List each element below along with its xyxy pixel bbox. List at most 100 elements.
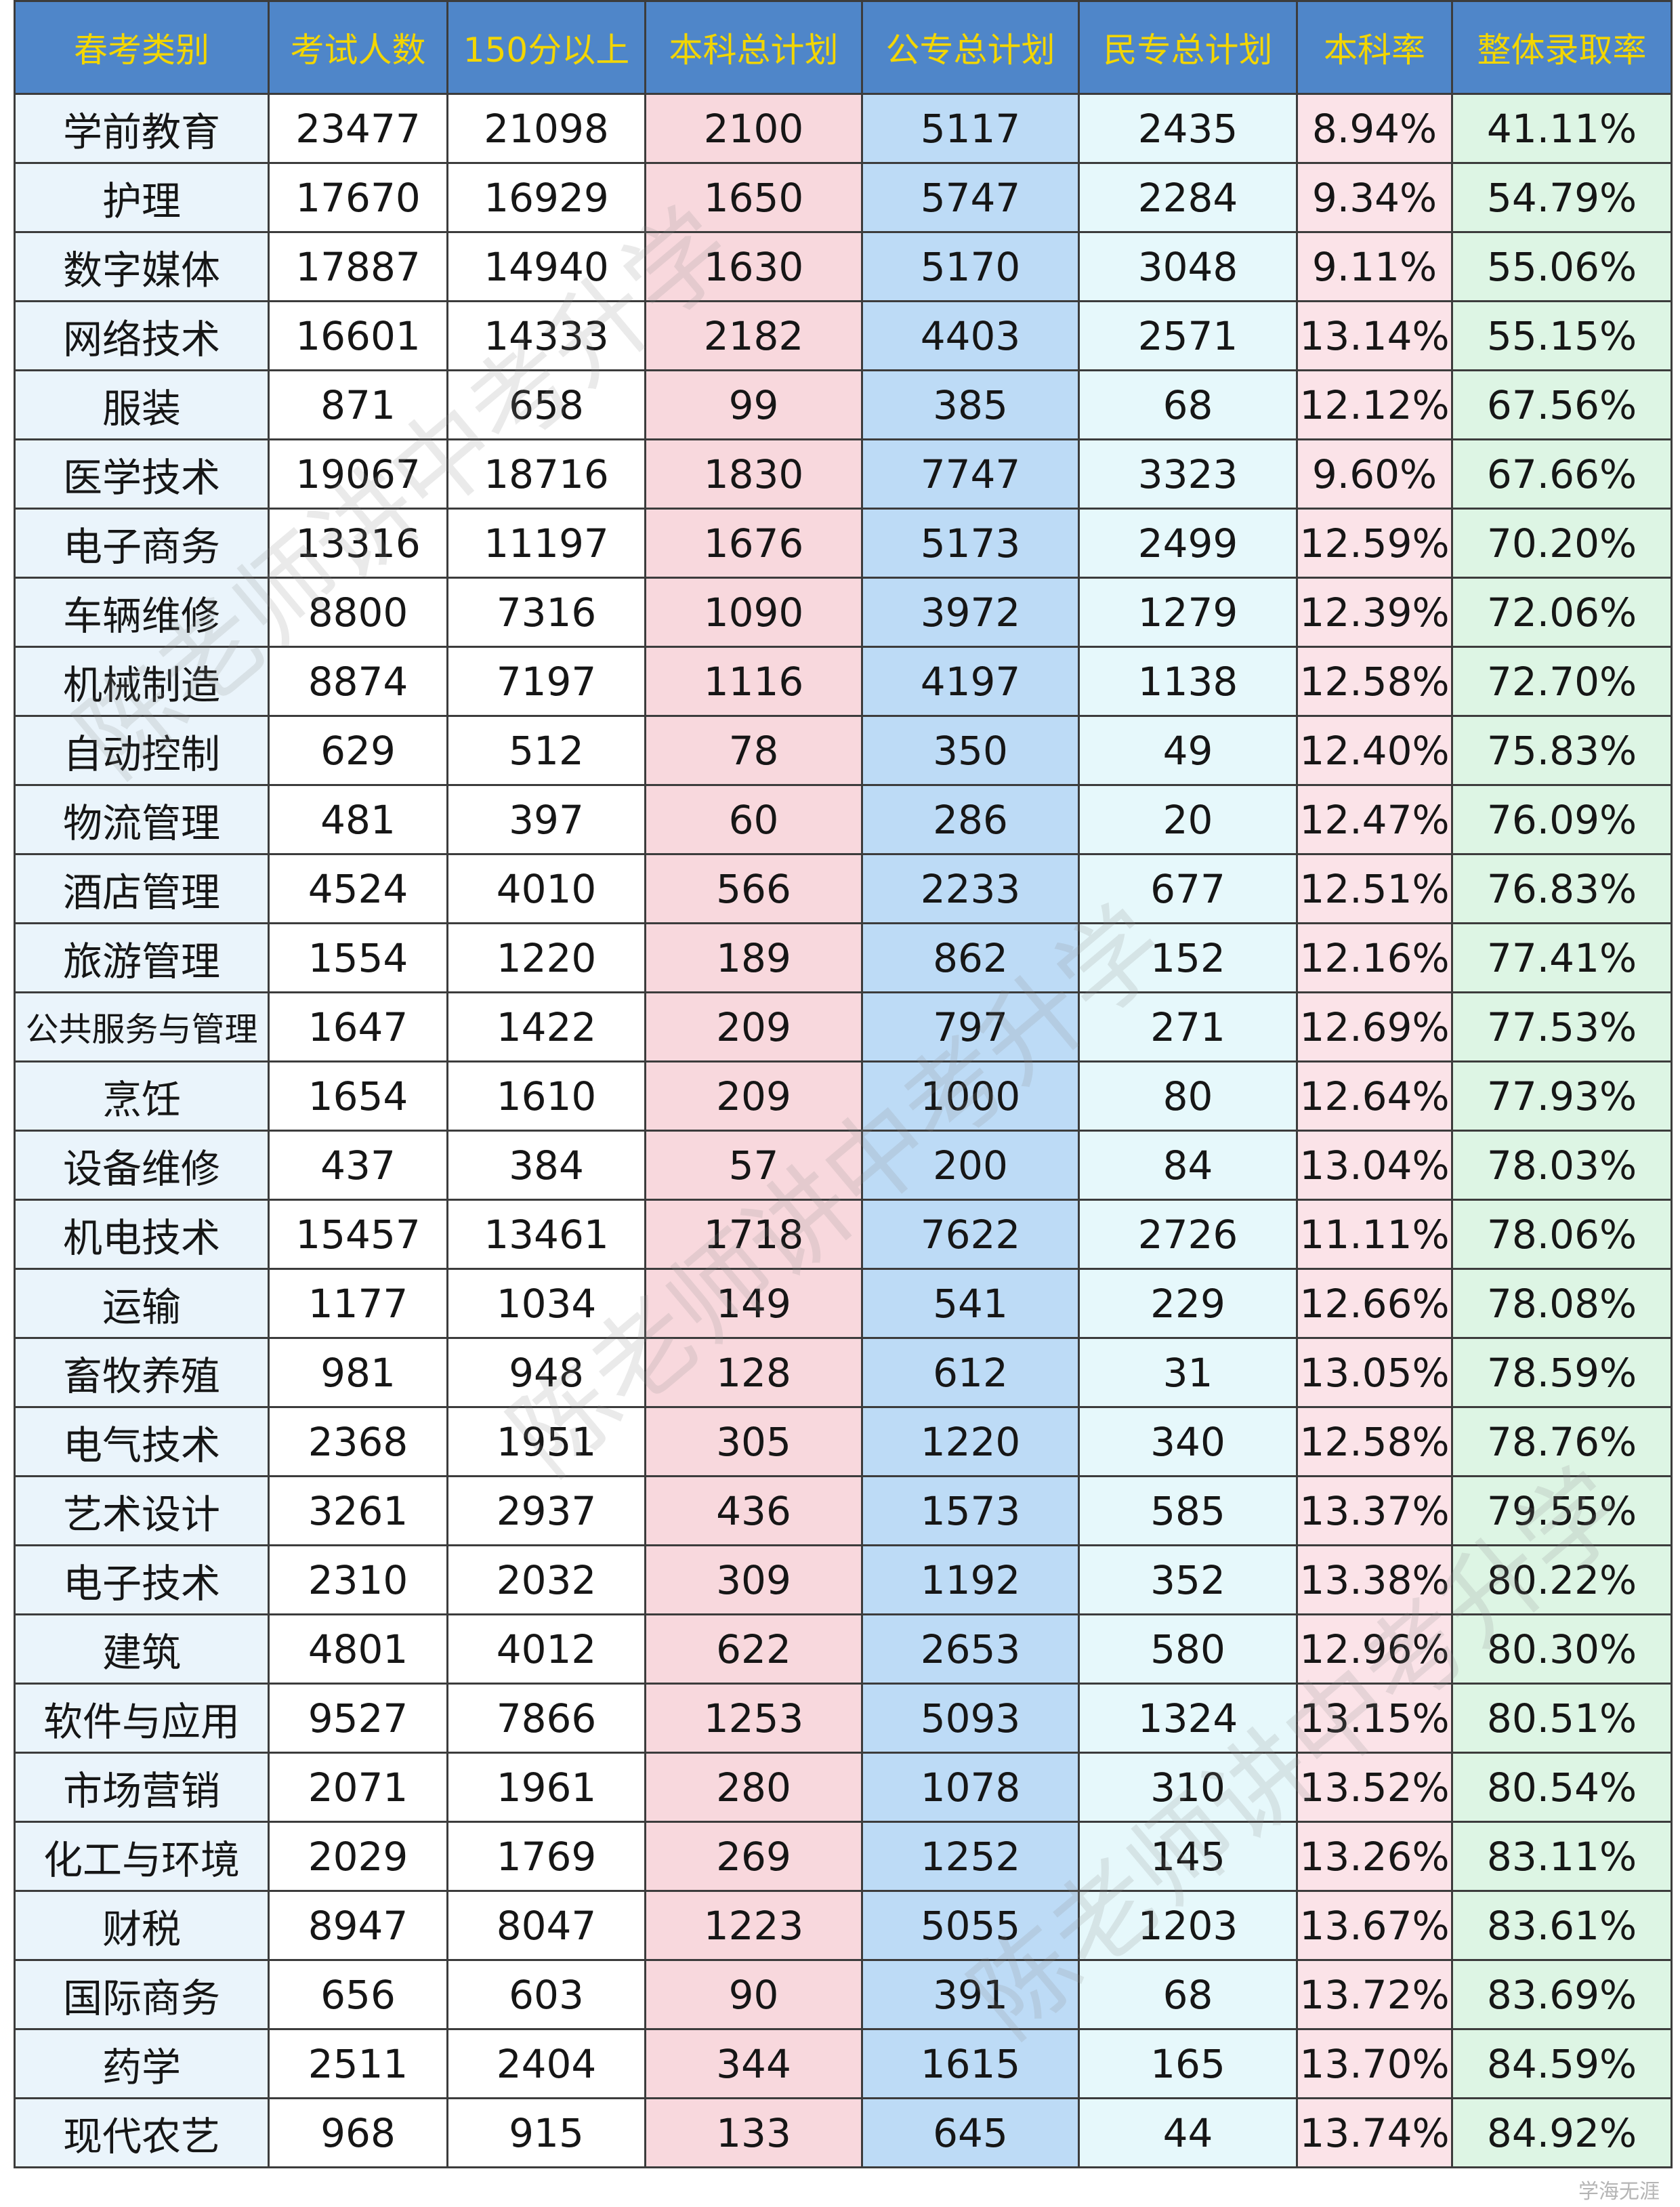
cell-private-college-plan: 20 [1078, 784, 1298, 855]
cell-undergrad-rate: 13.74% [1296, 2097, 1453, 2168]
cell-over-150: 21098 [446, 93, 646, 164]
cell-category: 建筑 [14, 1613, 270, 1685]
cell-undergrad-plan: 305 [644, 1406, 863, 1477]
cell-undergrad-rate: 8.94% [1296, 93, 1453, 164]
cell-private-college-plan: 2284 [1078, 162, 1298, 233]
cell-exam-count: 656 [268, 1959, 448, 2030]
cell-overall-rate: 72.06% [1451, 577, 1673, 648]
cell-overall-rate: 78.76% [1451, 1406, 1673, 1477]
cell-category: 市场营销 [14, 1752, 270, 1823]
cell-private-college-plan: 677 [1078, 853, 1298, 924]
cell-private-college-plan: 2499 [1078, 508, 1298, 579]
cell-private-college-plan: 1324 [1078, 1683, 1298, 1754]
cell-overall-rate: 41.11% [1451, 93, 1673, 164]
header-category: 春考类别 [14, 0, 270, 95]
cell-undergrad-plan: 1223 [644, 1890, 863, 1961]
cell-exam-count: 16601 [268, 300, 448, 371]
admission-table-sheet: 春考类别 考试人数 150分以上 本科总计划 公专总计划 民专总计划 本科率 整… [14, 0, 1673, 2168]
cell-undergrad-plan: 209 [644, 991, 863, 1063]
cell-overall-rate: 84.59% [1451, 2028, 1673, 2099]
cell-overall-rate: 77.93% [1451, 1060, 1673, 1132]
cell-category: 旅游管理 [14, 922, 270, 993]
cell-over-150: 1769 [446, 1821, 646, 1892]
cell-category: 车辆维修 [14, 577, 270, 648]
cell-exam-count: 1647 [268, 991, 448, 1063]
cell-private-college-plan: 310 [1078, 1752, 1298, 1823]
cell-over-150: 1961 [446, 1752, 646, 1823]
cell-public-college-plan: 1615 [861, 2028, 1080, 2099]
cell-exam-count: 2368 [268, 1406, 448, 1477]
cell-undergrad-plan: 99 [644, 369, 863, 440]
cell-undergrad-plan: 60 [644, 784, 863, 855]
table-row: 软件与应用 9527 7866 1253 5093 1324 13.15% 80.51% [14, 1683, 1673, 1754]
cell-over-150: 2404 [446, 2028, 646, 2099]
cell-over-150: 14940 [446, 231, 646, 302]
cell-exam-count: 3261 [268, 1475, 448, 1546]
cell-private-college-plan: 2726 [1078, 1199, 1298, 1270]
cell-private-college-plan: 84 [1078, 1130, 1298, 1201]
cell-category: 电气技术 [14, 1406, 270, 1477]
cell-exam-count: 481 [268, 784, 448, 855]
cell-undergrad-plan: 2100 [644, 93, 863, 164]
cell-exam-count: 19067 [268, 438, 448, 510]
cell-undergrad-rate: 13.15% [1296, 1683, 1453, 1754]
cell-undergrad-rate: 13.70% [1296, 2028, 1453, 2099]
cell-over-150: 1422 [446, 991, 646, 1063]
cell-overall-rate: 80.30% [1451, 1613, 1673, 1685]
table-row: 电气技术 2368 1951 305 1220 340 12.58% 78.76% [14, 1406, 1673, 1477]
cell-public-college-plan: 1220 [861, 1406, 1080, 1477]
table-row: 公共服务与管理 1647 1422 209 797 271 12.69% 77.53% [14, 991, 1673, 1063]
cell-exam-count: 8800 [268, 577, 448, 648]
cell-public-college-plan: 5747 [861, 162, 1080, 233]
cell-category: 机电技术 [14, 1199, 270, 1270]
cell-overall-rate: 84.92% [1451, 2097, 1673, 2168]
header-over-150: 150分以上 [446, 0, 646, 95]
cell-category: 化工与环境 [14, 1821, 270, 1892]
table-row: 国际商务 656 603 90 391 68 13.72% 83.69% [14, 1959, 1673, 2030]
cell-public-college-plan: 5055 [861, 1890, 1080, 1961]
cell-public-college-plan: 200 [861, 1130, 1080, 1201]
cell-overall-rate: 78.59% [1451, 1337, 1673, 1408]
cell-undergrad-plan: 128 [644, 1337, 863, 1408]
cell-undergrad-rate: 13.04% [1296, 1130, 1453, 1201]
cell-undergrad-plan: 189 [644, 922, 863, 993]
table-row: 财税 8947 8047 1223 5055 1203 13.67% 83.61% [14, 1890, 1673, 1961]
cell-overall-rate: 83.11% [1451, 1821, 1673, 1892]
cell-overall-rate: 67.66% [1451, 438, 1673, 510]
table-row: 护理 17670 16929 1650 5747 2284 9.34% 54.79% [14, 162, 1673, 233]
cell-exam-count: 968 [268, 2097, 448, 2168]
cell-overall-rate: 80.51% [1451, 1683, 1673, 1754]
cell-over-150: 7866 [446, 1683, 646, 1754]
cell-overall-rate: 77.53% [1451, 991, 1673, 1063]
cell-overall-rate: 72.70% [1451, 646, 1673, 717]
cell-public-college-plan: 612 [861, 1337, 1080, 1408]
cell-over-150: 948 [446, 1337, 646, 1408]
cell-undergrad-rate: 9.11% [1296, 231, 1453, 302]
cell-undergrad-rate: 13.05% [1296, 1337, 1453, 1408]
cell-private-college-plan: 31 [1078, 1337, 1298, 1408]
header-private-college-plan: 民专总计划 [1078, 0, 1298, 95]
cell-undergrad-plan: 57 [644, 1130, 863, 1201]
cell-exam-count: 4801 [268, 1613, 448, 1685]
cell-public-college-plan: 797 [861, 991, 1080, 1063]
cell-undergrad-plan: 309 [644, 1544, 863, 1615]
cell-undergrad-rate: 9.60% [1296, 438, 1453, 510]
cell-overall-rate: 54.79% [1451, 162, 1673, 233]
cell-undergrad-rate: 11.11% [1296, 1199, 1453, 1270]
cell-exam-count: 2071 [268, 1752, 448, 1823]
cell-undergrad-plan: 622 [644, 1613, 863, 1685]
cell-category: 医学技术 [14, 438, 270, 510]
cell-category: 现代农艺 [14, 2097, 270, 2168]
cell-undergrad-plan: 149 [644, 1268, 863, 1339]
cell-exam-count: 17670 [268, 162, 448, 233]
cell-private-college-plan: 1138 [1078, 646, 1298, 717]
cell-private-college-plan: 2435 [1078, 93, 1298, 164]
cell-exam-count: 2511 [268, 2028, 448, 2099]
cell-public-college-plan: 286 [861, 784, 1080, 855]
cell-overall-rate: 76.83% [1451, 853, 1673, 924]
cell-exam-count: 8874 [268, 646, 448, 717]
cell-undergrad-plan: 2182 [644, 300, 863, 371]
table-row: 设备维修 437 384 57 200 84 13.04% 78.03% [14, 1130, 1673, 1201]
header-public-college-plan: 公专总计划 [861, 0, 1080, 95]
table-body: 学前教育 23477 21098 2100 5117 2435 8.94% 41.11% 护理 1… [14, 93, 1673, 2168]
